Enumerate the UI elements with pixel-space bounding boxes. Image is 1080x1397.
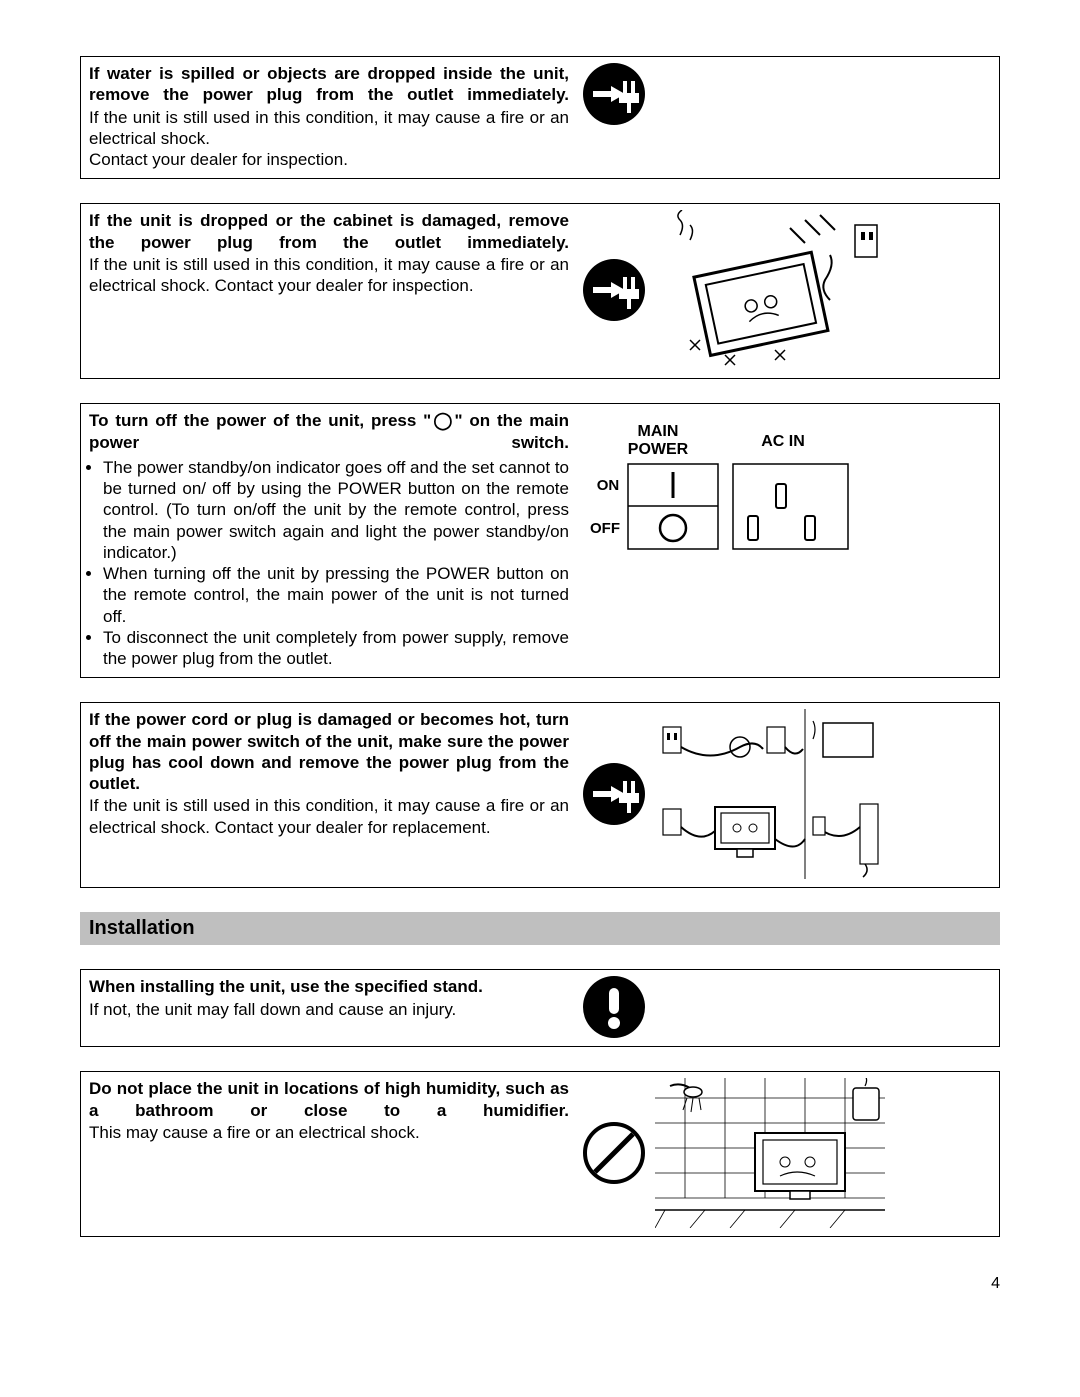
prohibit-icon: [583, 1122, 645, 1184]
warning-title: Do not place the unit in locations of hi…: [89, 1078, 569, 1121]
warning-box-humidity: Do not place the unit in locations of hi…: [80, 1071, 1000, 1237]
bullet-item: The power standby/on indicator goes off …: [103, 457, 569, 563]
warning-text: If the unit is dropped or the cabinet is…: [89, 210, 569, 296]
warning-title: If the unit is dropped or the cabinet is…: [89, 210, 569, 253]
warning-body: If the unit is still used in this condit…: [89, 107, 569, 171]
unplug-icon: [583, 63, 645, 125]
warning-box-water-spill: If water is spilled or objects are dropp…: [80, 56, 1000, 179]
acin-label: AC IN: [761, 433, 805, 450]
dropped-display-illustration: [655, 210, 885, 370]
humidity-illustration: [655, 1078, 885, 1228]
warning-body: This may cause a fire or an electrical s…: [89, 1122, 569, 1143]
unplug-icon: [583, 763, 645, 825]
warning-box-dropped: If the unit is dropped or the cabinet is…: [80, 203, 1000, 379]
icon-column: [583, 210, 991, 370]
warning-text: If water is spilled or objects are dropp…: [89, 63, 569, 170]
caution-icon: [583, 976, 645, 1038]
icon-column: MAIN POWER AC IN ON OFF: [583, 410, 991, 561]
warning-title: When installing the unit, use the specif…: [89, 976, 569, 997]
warning-text: If the power cord or plug is damaged or …: [89, 709, 569, 838]
warning-box-stand: When installing the unit, use the specif…: [80, 969, 1000, 1047]
warning-body: If not, the unit may fall down and cause…: [89, 999, 569, 1020]
page-number: 4: [80, 1261, 1000, 1293]
off-label: OFF: [590, 520, 620, 537]
unplug-icon: [583, 259, 645, 321]
damaged-cord-illustration: [655, 709, 885, 879]
warning-body: If the unit is still used in this condit…: [89, 795, 569, 838]
warning-text: When installing the unit, use the specif…: [89, 976, 569, 1020]
warning-body: If the unit is still used in this condit…: [89, 254, 569, 297]
main-power-panel-illustration: MAIN POWER AC IN ON OFF: [583, 416, 853, 561]
warning-text: Do not place the unit in locations of hi…: [89, 1078, 569, 1143]
icon-column: [583, 709, 991, 879]
icon-column: [583, 1078, 991, 1228]
warning-text: To turn off the power of the unit, press…: [89, 410, 569, 669]
icon-column: [583, 976, 991, 1038]
power-label: POWER: [628, 441, 689, 458]
icon-column: [583, 63, 991, 125]
on-label: ON: [597, 477, 620, 494]
warning-title: If the power cord or plug is damaged or …: [89, 709, 569, 794]
warning-box-cord-damaged: If the power cord or plug is damaged or …: [80, 702, 1000, 888]
main-label: MAIN: [638, 423, 679, 440]
warning-title: If water is spilled or objects are dropp…: [89, 63, 569, 106]
bullet-item: To disconnect the unit completely from p…: [103, 627, 569, 670]
warning-title: To turn off the power of the unit, press…: [89, 410, 569, 453]
warning-bullets: The power standby/on indicator goes off …: [89, 457, 569, 670]
manual-page: If water is spilled or objects are dropp…: [0, 0, 1080, 1333]
bullet-item: When turning off the unit by pressing th…: [103, 563, 569, 627]
warning-box-power-off: To turn off the power of the unit, press…: [80, 403, 1000, 678]
section-header-installation: Installation: [80, 912, 1000, 945]
